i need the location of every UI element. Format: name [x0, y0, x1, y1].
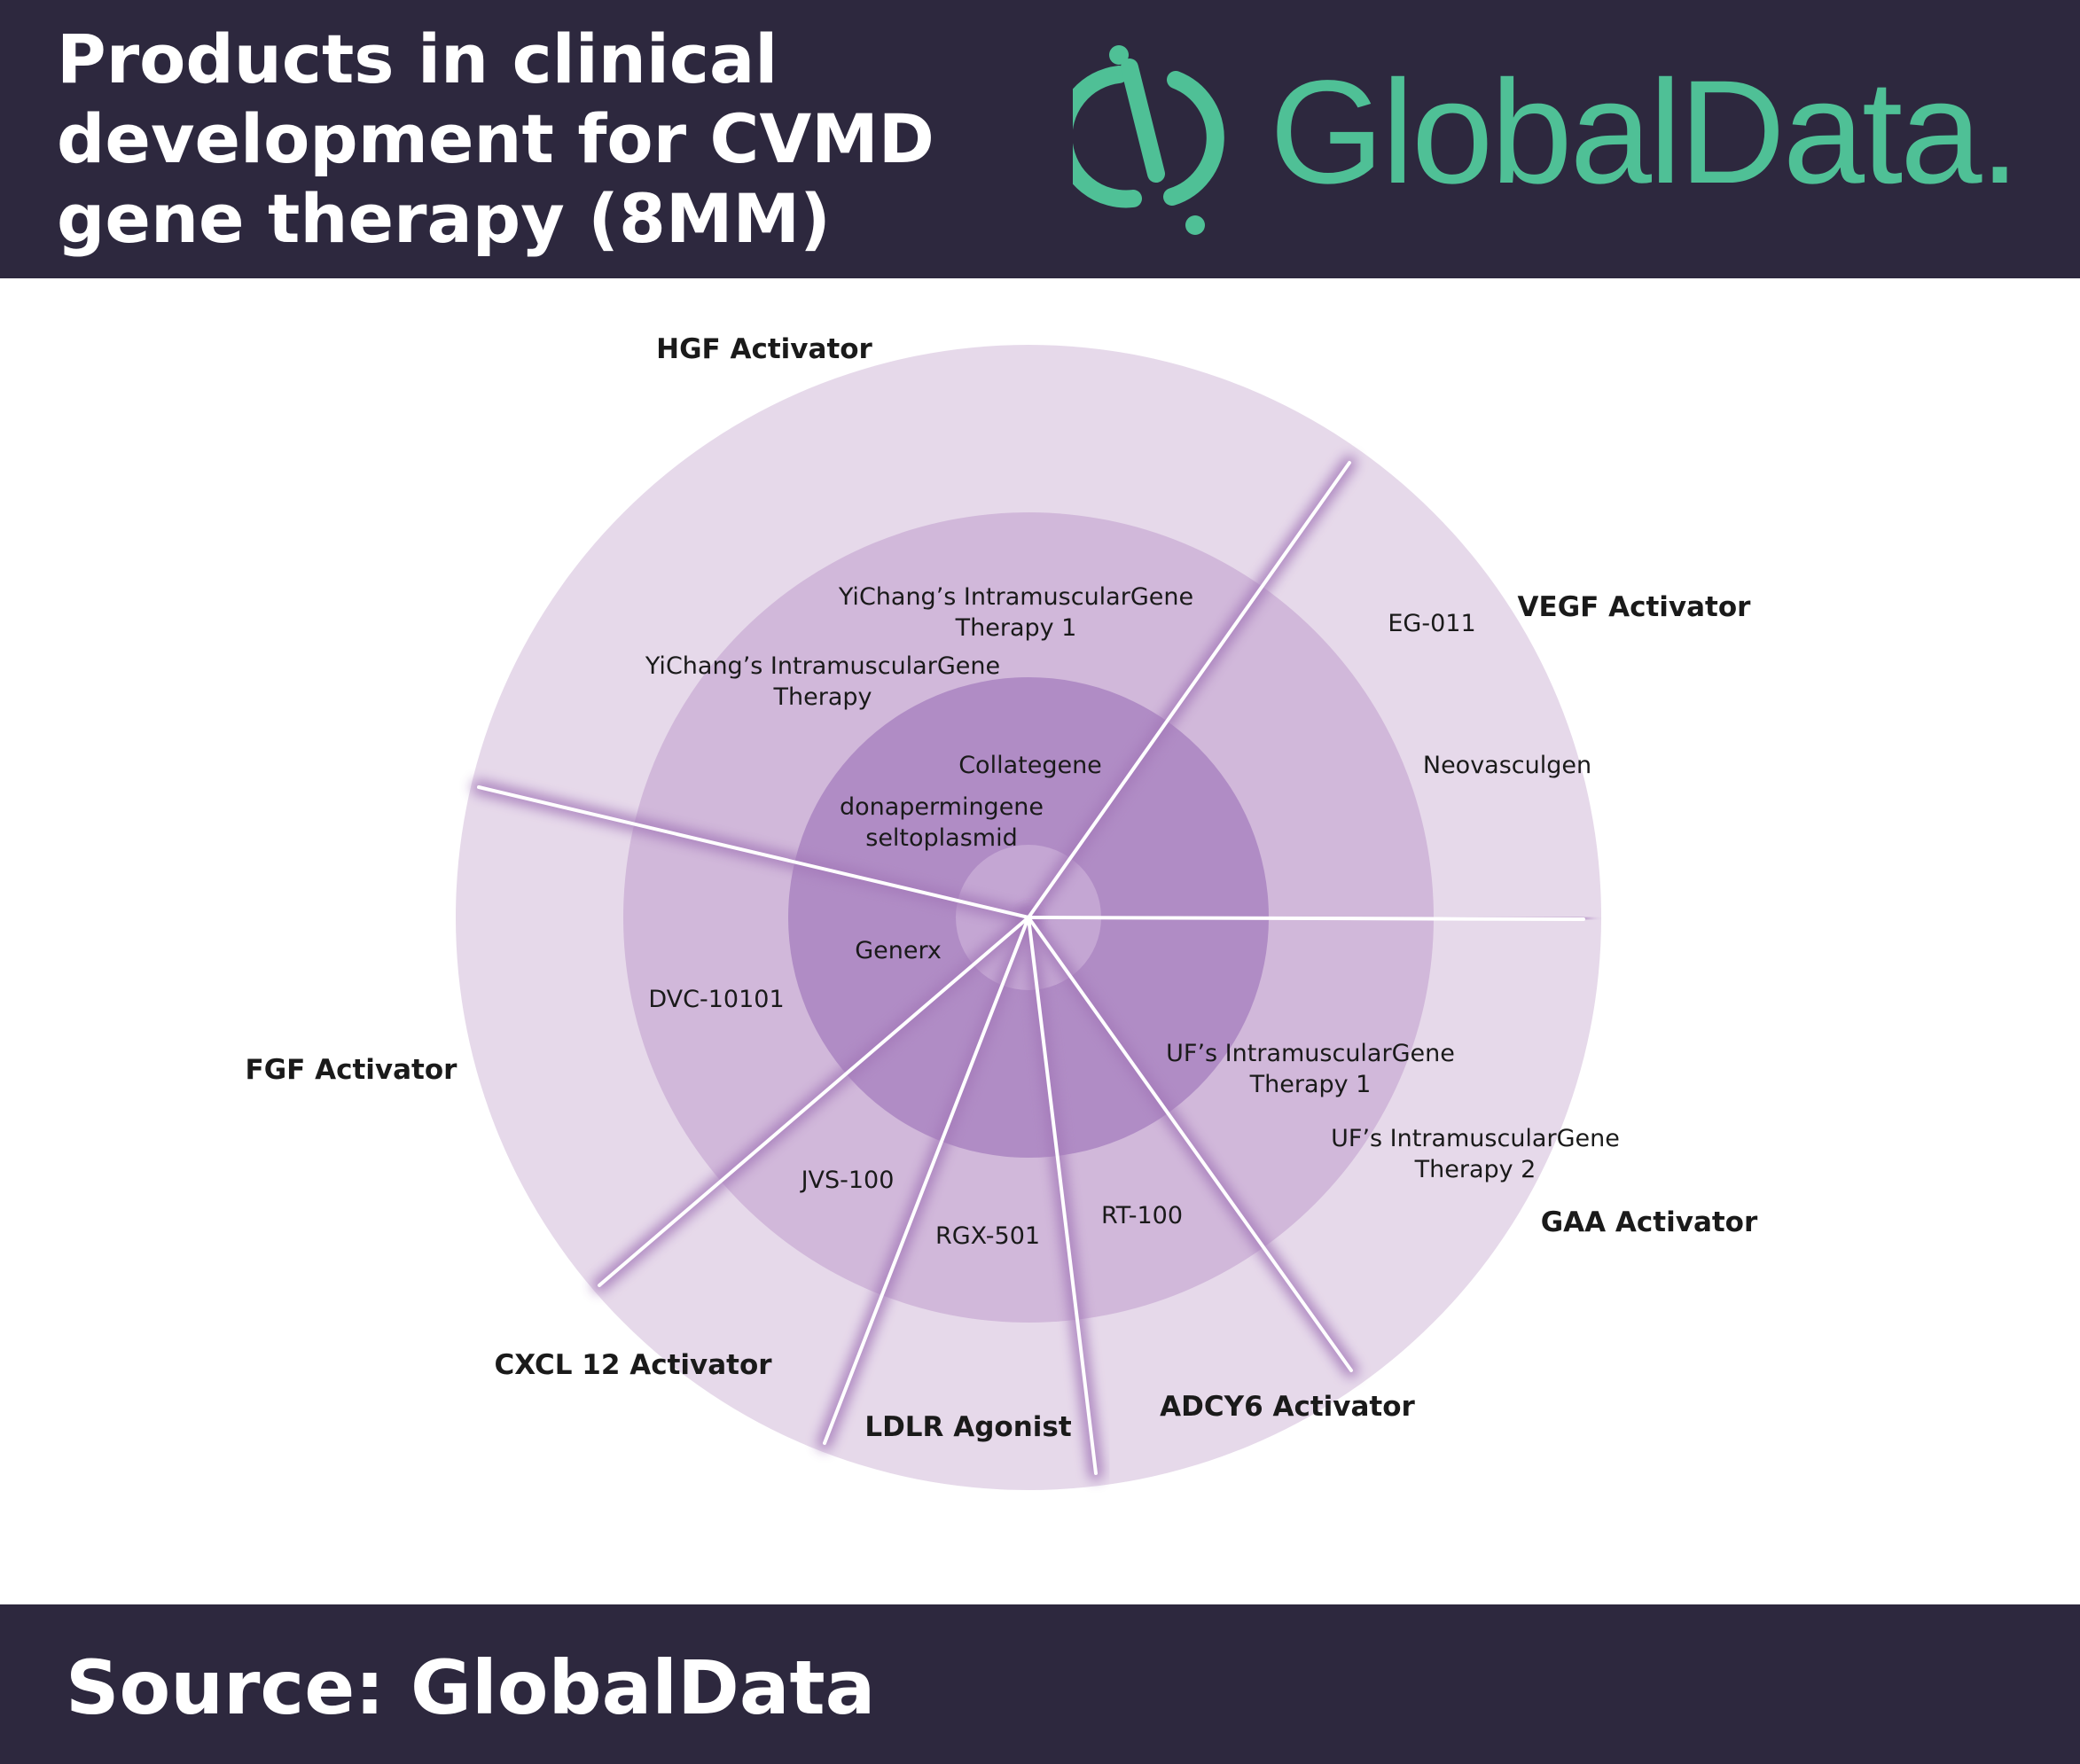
- divider-line-hgf-vegf: [1027, 461, 1351, 919]
- category-label-adcy6-activator: ADCY6 Activator: [1160, 1391, 1415, 1423]
- category-label-cxcl-12-activator: CXCL 12 Activator: [494, 1349, 772, 1381]
- product-label: DVC-10101: [648, 986, 784, 1013]
- product-label: JVS-100: [800, 1167, 895, 1194]
- globaldata-logo-text: GlobalData.: [1270, 51, 2021, 215]
- diagram-area: HGF Activator VEGF Activator GAA Activator…: [0, 278, 2080, 1604]
- category-label-fgf-activator: FGF Activator: [246, 1054, 458, 1086]
- title-line-2: development for CVMD: [57, 99, 934, 178]
- title-line-1: Products in clinical: [57, 20, 778, 98]
- page-title: Products in clinical development for CVM…: [57, 20, 1076, 259]
- product-label: YiChang’s IntramuscularGene Therapy 1: [838, 583, 1193, 642]
- product-label: donapermingene seltoplasmid: [840, 793, 1044, 852]
- globaldata-logo: GlobalData.: [1073, 43, 2057, 238]
- divider-line-cxcl12-fgf: [598, 916, 1030, 1287]
- header-bar: Products in clinical development for CVM…: [0, 0, 2080, 278]
- product-label: RGX-501: [935, 1222, 1040, 1250]
- title-line-3: gene therapy (8MM): [57, 179, 831, 258]
- product-label: YiChang’s IntramuscularGene Therapy: [645, 652, 1000, 711]
- radial-diagram: HGF Activator VEGF Activator GAA Activator…: [246, 333, 1758, 1490]
- category-label-hgf-activator: HGF Activator: [656, 333, 872, 365]
- category-label-vegf-activator: VEGF Activator: [1518, 591, 1752, 623]
- divider-line-adcy6-ldlr: [1027, 916, 1098, 1475]
- product-label: Collategene: [958, 752, 1102, 779]
- product-label: Neovasculgen: [1423, 752, 1591, 779]
- footer-bar: Source: GlobalData: [0, 1604, 2080, 1764]
- product-label: EG-011: [1388, 610, 1475, 637]
- divider-line-fgf-hgf: [477, 785, 1030, 919]
- product-label: UF’s IntramuscularGene Therapy 2: [1331, 1125, 1620, 1183]
- source-note: Source: GlobalData: [66, 1644, 876, 1731]
- product-label: RT-100: [1101, 1202, 1183, 1229]
- product-label: Generx: [855, 937, 942, 964]
- category-label-gaa-activator: GAA Activator: [1541, 1206, 1758, 1238]
- divider-line-ldlr-cxcl12: [823, 916, 1030, 1445]
- globaldata-logo-icon: [1073, 45, 1224, 235]
- product-label: UF’s IntramuscularGene Therapy 1: [1166, 1040, 1455, 1098]
- category-label-ldlr-agonist: LDLR Agonist: [864, 1411, 1072, 1443]
- divider-line-gaa-adcy6: [1027, 916, 1353, 1372]
- divider-line-vegf-gaa: [1027, 916, 1585, 921]
